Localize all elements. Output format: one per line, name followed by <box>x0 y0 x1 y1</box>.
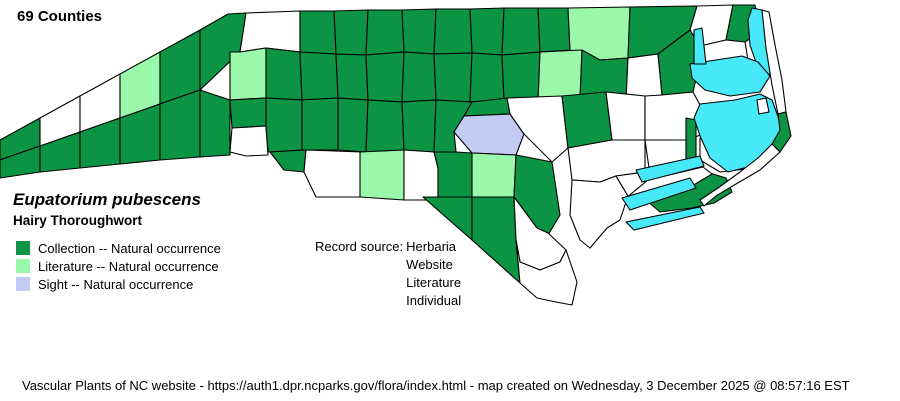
county-region <box>365 51 405 103</box>
record-source-value: Herbaria <box>406 239 457 254</box>
county-region <box>537 49 583 103</box>
county-region <box>199 89 231 158</box>
county-region <box>453 113 525 156</box>
county-region <box>699 143 781 207</box>
record-source-label: Record source: <box>315 239 404 254</box>
county-region <box>299 51 339 101</box>
county-region <box>433 8 473 55</box>
legend-label: Collection -- Natural occurrence <box>38 240 221 256</box>
species-common-name: Hairy Thoroughwort <box>13 213 142 228</box>
county-region <box>625 53 663 101</box>
county-region <box>501 7 541 56</box>
county-region <box>365 99 405 153</box>
county-region <box>239 10 301 53</box>
legend-row-literature: Literature -- Natural occurrence <box>16 257 221 275</box>
water-region <box>621 177 697 211</box>
county-region <box>433 151 473 201</box>
county-region <box>471 152 517 198</box>
water-region <box>625 206 705 231</box>
county-region <box>403 149 439 201</box>
county-region <box>229 125 269 157</box>
record-source-block: Record source: Herbaria Website Literatu… <box>315 238 461 310</box>
water-region <box>693 27 707 65</box>
county-region <box>359 149 405 201</box>
county-region <box>561 91 613 149</box>
county-region <box>265 47 303 101</box>
water-region <box>689 55 771 97</box>
county-region <box>515 239 578 306</box>
county-region <box>269 149 307 173</box>
county-region <box>365 9 405 56</box>
county-region <box>301 97 339 151</box>
county-polygons <box>0 4 792 306</box>
county-region <box>265 97 303 153</box>
county-region <box>229 97 267 129</box>
legend-row-sight: Sight -- Natural occurrence <box>16 275 221 293</box>
county-region <box>501 51 541 103</box>
record-source-value: Literature <box>406 275 462 290</box>
sight-swatch <box>16 277 30 291</box>
county-region <box>401 8 437 55</box>
county-region <box>299 10 337 55</box>
footer-credit-line: Vascular Plants of NC website - https://… <box>22 378 850 393</box>
county-region <box>433 52 473 103</box>
county-region <box>422 196 473 241</box>
county-region <box>333 9 369 56</box>
county-region <box>337 97 369 153</box>
record-source-values: Herbaria Website Literature Individual <box>406 238 461 310</box>
legend-row-collection: Collection -- Natural occurrence <box>16 239 221 257</box>
species-scientific-name: Eupatorium pubescens <box>13 190 201 209</box>
county-region <box>229 47 267 101</box>
county-region <box>469 7 505 56</box>
county-region <box>335 53 369 101</box>
legend: Collection -- Natural occurrence Literat… <box>16 239 221 293</box>
legend-label: Literature -- Natural occurrence <box>38 258 219 274</box>
county-region <box>569 175 629 249</box>
county-region <box>469 52 505 103</box>
county-region <box>471 196 521 284</box>
county-region <box>401 99 437 153</box>
county-region <box>303 149 363 198</box>
record-source-value: Individual <box>406 293 462 308</box>
county-region <box>537 7 571 53</box>
county-region <box>401 51 437 103</box>
literature-swatch <box>16 259 30 273</box>
county-region <box>756 97 770 115</box>
county-region <box>605 91 646 141</box>
collection-swatch <box>16 241 30 255</box>
county-count-title: 69 Counties <box>17 8 103 25</box>
record-source-value: Website <box>406 257 453 272</box>
water-region <box>635 155 705 183</box>
legend-label: Sight -- Natural occurrence <box>38 276 194 292</box>
species-block: Eupatorium pubescens Hairy Thoroughwort <box>13 190 201 228</box>
